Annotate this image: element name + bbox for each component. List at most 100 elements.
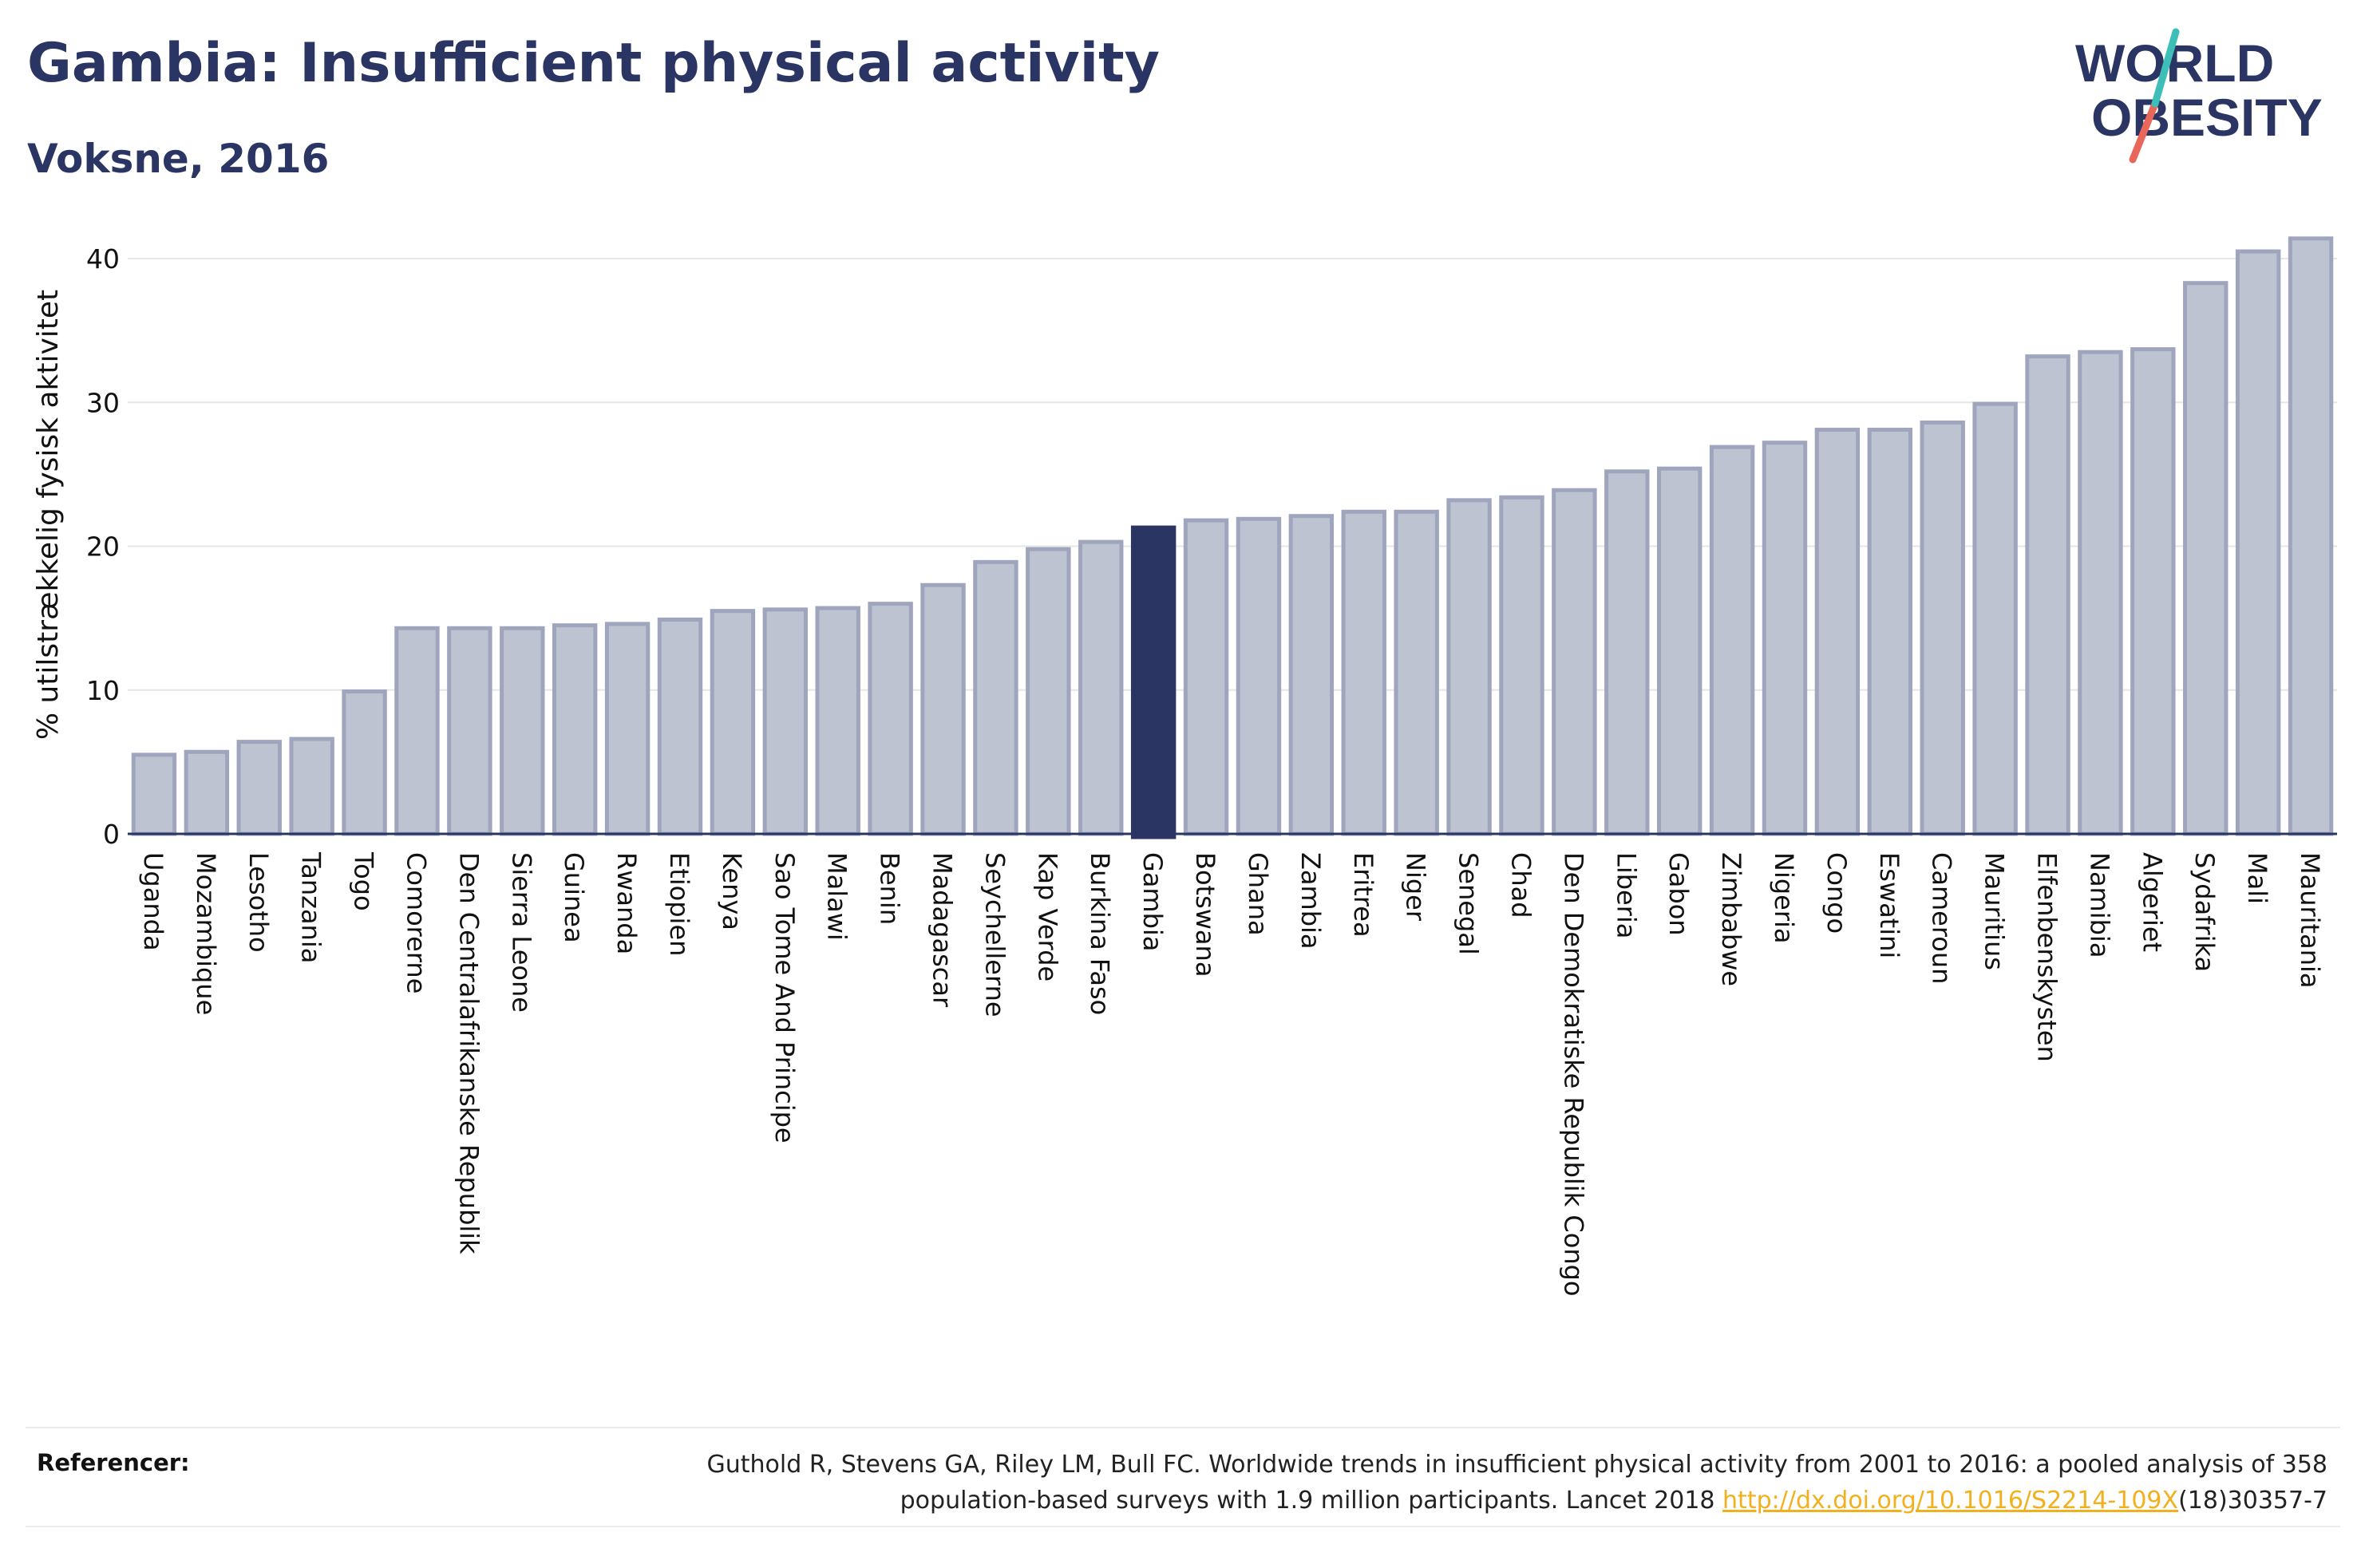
bar: [342, 689, 387, 836]
reference-citation-suffix: (18)30357-7: [2178, 1487, 2327, 1515]
category-label: Zambia: [1295, 852, 1326, 950]
world-obesity-logo: WORLD OBESITY: [2075, 28, 2323, 164]
category-label: Sierra Leone: [506, 852, 536, 1013]
bar: [1341, 509, 1386, 836]
bar: [1183, 518, 1229, 836]
reference-doi-link[interactable]: http://dx.doi.org/10.1016/S2214-109X: [1722, 1487, 2179, 1515]
category-label: Ghana: [1243, 852, 1273, 936]
category-label: Niger: [1401, 852, 1431, 922]
category-label: Mali: [2242, 852, 2272, 904]
bar: [447, 626, 492, 836]
y-tick-labels: 0 10 20 30 40: [86, 243, 120, 850]
reference-citation-line1: Guthold R, Stevens GA, Riley LM, Bull FC…: [706, 1451, 2327, 1479]
category-label: Mauritania: [2295, 852, 2325, 988]
category-label: Gabon: [1663, 852, 1694, 936]
category-label: Botswana: [1190, 852, 1220, 977]
category-label: Senegal: [1453, 852, 1484, 955]
category-label: Sao Tome And Principe: [769, 852, 800, 1143]
category-labels: Uganda Mozambique Lesotho Tanzania Togo Comor…: [138, 851, 2325, 1296]
category-label: Mozambique: [191, 852, 221, 1015]
y-tick-label: 40: [86, 243, 120, 274]
category-label: Cameroun: [1927, 852, 1957, 984]
page-subtitle: Voksne, 2016: [27, 136, 330, 182]
bar: [604, 622, 651, 836]
bar: [1446, 498, 1492, 836]
bar: [710, 609, 756, 836]
category-label: Kenya: [717, 852, 747, 930]
category-label: Den Centralafrikanske Republik: [453, 852, 484, 1254]
category-label: Algeriet: [2137, 852, 2167, 952]
category-label: Lesotho: [243, 852, 274, 953]
bar: [2183, 281, 2229, 836]
category-label: Madagascar: [927, 852, 958, 1008]
bar: [2078, 350, 2123, 836]
bar: [1972, 401, 2018, 836]
bar: [1078, 539, 1124, 836]
bar: [2130, 347, 2176, 836]
bar: [920, 583, 966, 836]
bar: [2288, 236, 2334, 836]
y-tick-label: 0: [103, 819, 120, 850]
category-label: Etiopien: [664, 852, 694, 956]
category-label: Mauritius: [1979, 852, 2010, 970]
category-label: Sydafrika: [2189, 852, 2220, 972]
svg-text:OBESITY: OBESITY: [2091, 88, 2323, 147]
bar: [1552, 488, 1597, 836]
reference-divider-top: [26, 1427, 2340, 1428]
references-text: Guthold R, Stevens GA, Riley LM, Bull FC…: [571, 1447, 2327, 1519]
bar: [1920, 421, 1965, 836]
y-tick-label: 20: [86, 531, 120, 563]
category-label: Nigeria: [1769, 852, 1799, 943]
category-label: Uganda: [138, 852, 168, 951]
bar: [184, 749, 230, 836]
bar: [1236, 516, 1282, 836]
bar: [394, 626, 440, 836]
category-label: Comorerne: [401, 852, 431, 993]
category-label: Gambia: [1137, 852, 1168, 951]
category-label: Den Demokratiske Republik Congo: [1558, 852, 1588, 1296]
bar: [1814, 428, 1861, 836]
category-label: Malawi: [822, 852, 852, 941]
bars: [131, 236, 2334, 839]
y-axis-label: % utilstrækkelig fysisk aktivitet: [32, 290, 65, 740]
category-label: Eswatini: [1874, 852, 1904, 958]
bar: [1656, 466, 1703, 836]
bar: [1867, 428, 1913, 836]
bar-chart: 0 10 20 30 40 Uganda Mozambique Lesotho Tanzani…: [32, 236, 2337, 1296]
category-label: Kap Verde: [1032, 852, 1062, 981]
bar: [815, 606, 860, 836]
category-label: Eritrea: [1348, 852, 1378, 938]
category-label: Rwanda: [611, 852, 642, 954]
bar: [868, 602, 913, 836]
category-label: Elfenbenskysten: [2032, 852, 2062, 1062]
y-tick-label: 30: [86, 387, 120, 418]
bar: [2235, 249, 2281, 836]
bar-highlighted: [1130, 525, 1177, 839]
category-label: Togo: [349, 851, 379, 911]
bar: [552, 623, 598, 836]
bar: [1762, 440, 1808, 836]
grid-lines: [128, 258, 2337, 691]
reference-citation-line2: population-based surveys with 1.9 millio…: [900, 1487, 1723, 1515]
category-label: Liberia: [1611, 852, 1641, 938]
bar: [1026, 547, 1071, 836]
bar: [2025, 354, 2070, 836]
bar: [1394, 509, 1439, 836]
category-label: Zimbabwe: [1716, 852, 1746, 986]
bar: [1288, 514, 1335, 836]
bar: [1604, 469, 1650, 836]
bar: [236, 740, 282, 836]
bar: [1499, 495, 1544, 836]
category-label: Namibia: [2084, 852, 2114, 958]
bar: [657, 617, 703, 836]
bar: [973, 559, 1018, 836]
category-label: Seychellerne: [979, 852, 1010, 1017]
references-label: Referencer:: [37, 1449, 190, 1476]
category-label: Burkina Faso: [1085, 852, 1115, 1015]
category-label: Benin: [875, 852, 905, 925]
bar: [762, 607, 809, 836]
category-label: Guinea: [559, 852, 589, 943]
bar: [131, 752, 177, 836]
bar: [289, 737, 334, 836]
y-tick-label: 10: [86, 675, 120, 706]
